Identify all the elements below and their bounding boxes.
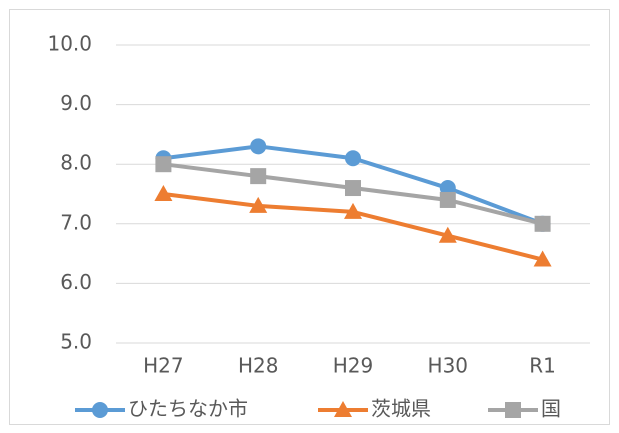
legend-label: ひたちなか市	[128, 397, 248, 421]
data-point	[533, 250, 552, 267]
y-tick-label: 6.0	[60, 270, 92, 294]
data-point	[439, 191, 456, 208]
data-point	[345, 180, 361, 197]
legend-marker	[505, 402, 521, 418]
y-tick-label: 9.0	[60, 91, 92, 115]
legend-label: 茨城県	[371, 397, 431, 421]
x-tick-label: H28	[238, 354, 279, 378]
x-tick-label: R1	[529, 354, 556, 378]
data-point	[250, 138, 267, 155]
x-tick-label: H29	[333, 354, 374, 378]
legend-label: 国	[541, 397, 561, 421]
x-tick-label: H27	[143, 354, 184, 378]
legend-marker	[92, 402, 108, 418]
data-point	[154, 185, 173, 201]
y-tick-label: 8.0	[60, 151, 92, 175]
data-point	[250, 168, 267, 185]
data-point	[344, 202, 362, 219]
data-point	[155, 156, 172, 173]
legend-marker	[334, 401, 352, 417]
y-tick-label: 10.0	[47, 32, 92, 56]
data-point	[249, 196, 268, 213]
data-point	[345, 150, 361, 167]
y-tick-label: 7.0	[60, 210, 92, 234]
y-tick-label: 5.0	[60, 330, 92, 354]
data-point	[438, 226, 457, 243]
data-point	[534, 215, 551, 232]
x-tick-label: H30	[428, 354, 469, 378]
